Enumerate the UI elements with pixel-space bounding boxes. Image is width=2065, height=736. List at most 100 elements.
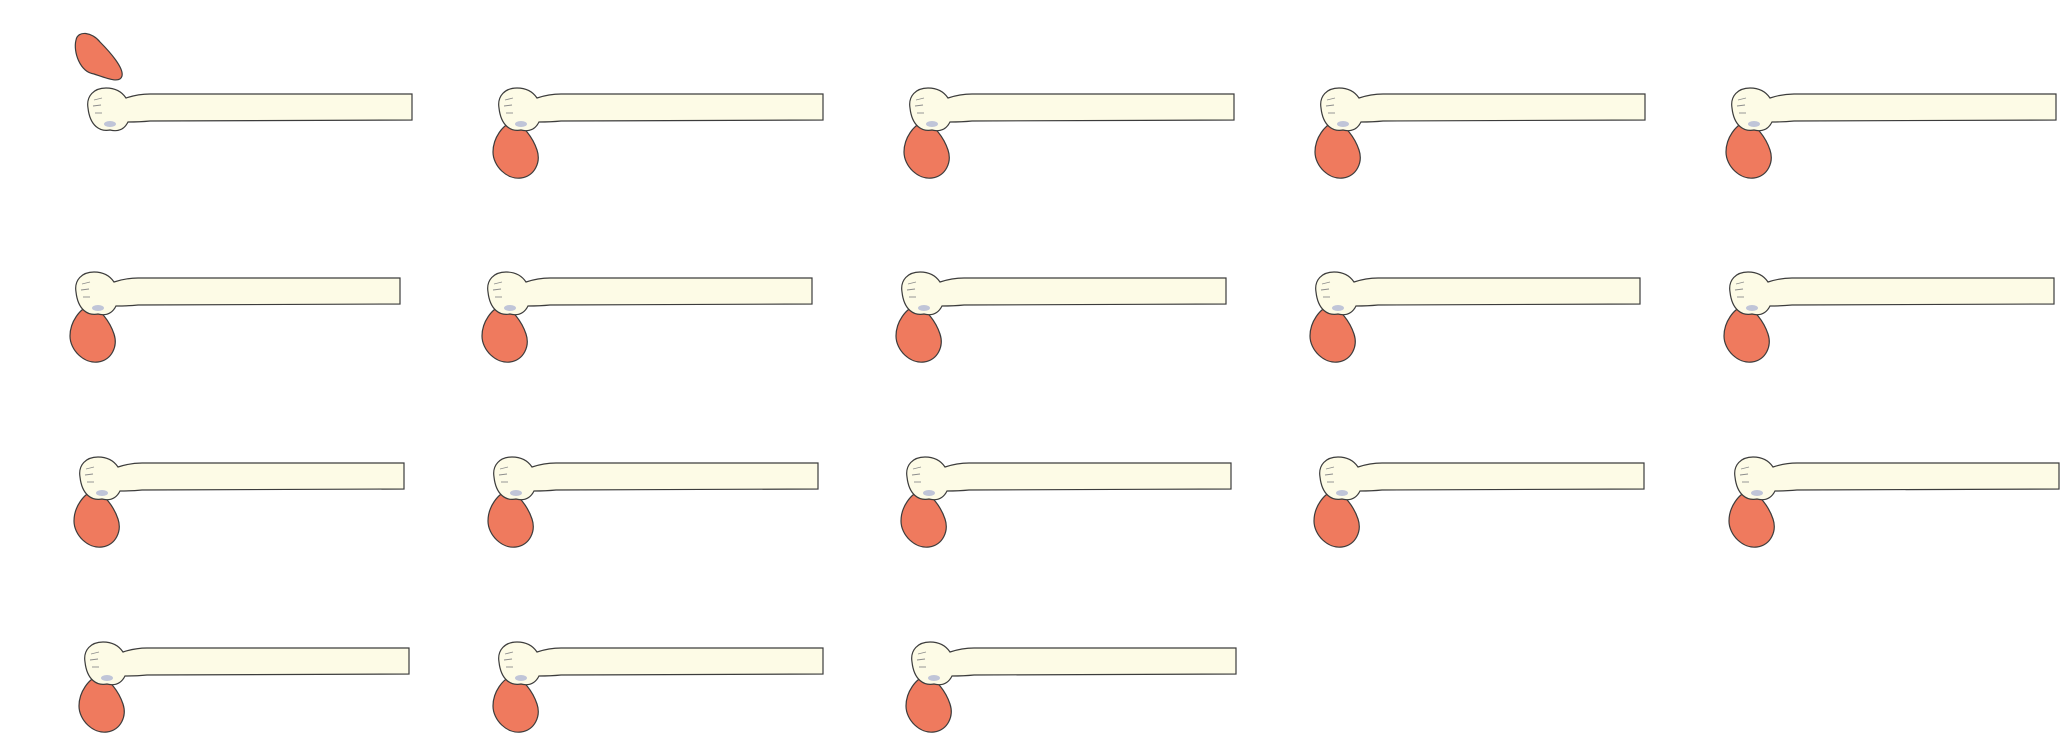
red-bulb [1313,490,1360,548]
joint-highlight [928,675,940,681]
joint-crease [84,473,94,476]
figure-panel [74,32,413,132]
figure-panel [481,271,813,363]
figure-panel [900,456,1232,548]
joint-crease [499,466,509,470]
joint-highlight [926,121,938,127]
red-bulb [1314,121,1361,179]
joint-crease [1735,281,1745,285]
red-bulb [905,675,952,733]
figure-panel [1314,87,1646,179]
joint-crease [492,288,502,291]
figure-panel [1309,271,1641,363]
joint-crease [498,473,508,476]
joint-highlight [1336,490,1348,496]
joint-highlight [1748,121,1760,127]
joint-crease [1320,288,1330,291]
figure-panel [73,456,405,548]
joint-highlight [923,490,935,496]
red-bulb [74,32,123,81]
red-bulb [492,675,539,733]
figure-panel [492,641,824,733]
pale-shaft [1734,456,2060,501]
joint-crease [85,466,95,470]
joint-highlight [515,121,527,127]
joint-crease [504,651,514,655]
joint-crease [917,651,927,655]
figure-panel [1725,87,2057,179]
joint-highlight [515,675,527,681]
red-bulb [900,490,947,548]
joint-highlight [1746,305,1758,311]
joint-crease [493,281,503,285]
figure-panel [492,87,824,179]
joint-crease [504,97,514,101]
red-bulb [1728,490,1775,548]
pale-shaft [1729,271,2055,316]
figure-panel [1313,456,1645,548]
red-bulb [78,675,125,733]
joint-crease [1734,288,1744,291]
joint-highlight [1332,305,1344,311]
joint-crease [911,473,921,476]
joint-highlight [1337,121,1349,127]
joint-crease [89,658,99,661]
joint-crease [1739,473,1749,476]
pale-shaft [1315,271,1641,316]
pale-shaft [906,456,1232,501]
joint-highlight [92,305,104,311]
red-bulb [492,121,539,179]
joint-highlight [1751,490,1763,496]
pale-shaft [87,87,413,132]
joint-crease [1736,104,1746,107]
pale-shaft [901,271,1227,316]
joint-crease [1737,97,1747,101]
joint-highlight [101,675,113,681]
joint-crease [912,466,922,470]
red-bulb [69,305,116,363]
pale-shaft [911,641,1237,686]
joint-crease [907,281,917,285]
joint-crease [1325,104,1335,107]
joint-crease [503,104,513,107]
red-bulb [1723,305,1770,363]
red-bulb [1309,305,1356,363]
joint-crease [93,97,103,101]
pale-shaft [498,641,824,686]
pale-shaft [493,456,819,501]
joint-highlight [96,490,108,496]
pale-shaft [487,271,813,316]
joint-highlight [104,121,116,127]
pale-shaft [75,271,401,316]
joint-crease [915,97,925,101]
joint-crease [92,104,102,107]
pale-shaft [79,456,405,501]
red-bulb [481,305,528,363]
joint-crease [916,658,926,661]
red-bulb [73,490,120,548]
joint-crease [1326,97,1336,101]
joint-crease [1325,466,1335,470]
joint-crease [1324,473,1334,476]
joint-crease [80,288,90,291]
figure-panel [78,641,410,733]
figure-panel [487,456,819,548]
pale-shaft [1320,87,1646,132]
figure-panel [905,641,1237,733]
joint-crease [914,104,924,107]
joint-crease [1321,281,1331,285]
joint-highlight [918,305,930,311]
pale-shaft [1319,456,1645,501]
pale-shaft [1731,87,2057,132]
joint-crease [90,651,100,655]
pale-shaft [84,641,410,686]
red-bulb [487,490,534,548]
figure-panel [1728,456,2060,548]
pale-shaft [909,87,1235,132]
joint-highlight [504,305,516,311]
pale-shaft [498,87,824,132]
red-bulb [1725,121,1772,179]
joint-crease [1740,466,1750,470]
